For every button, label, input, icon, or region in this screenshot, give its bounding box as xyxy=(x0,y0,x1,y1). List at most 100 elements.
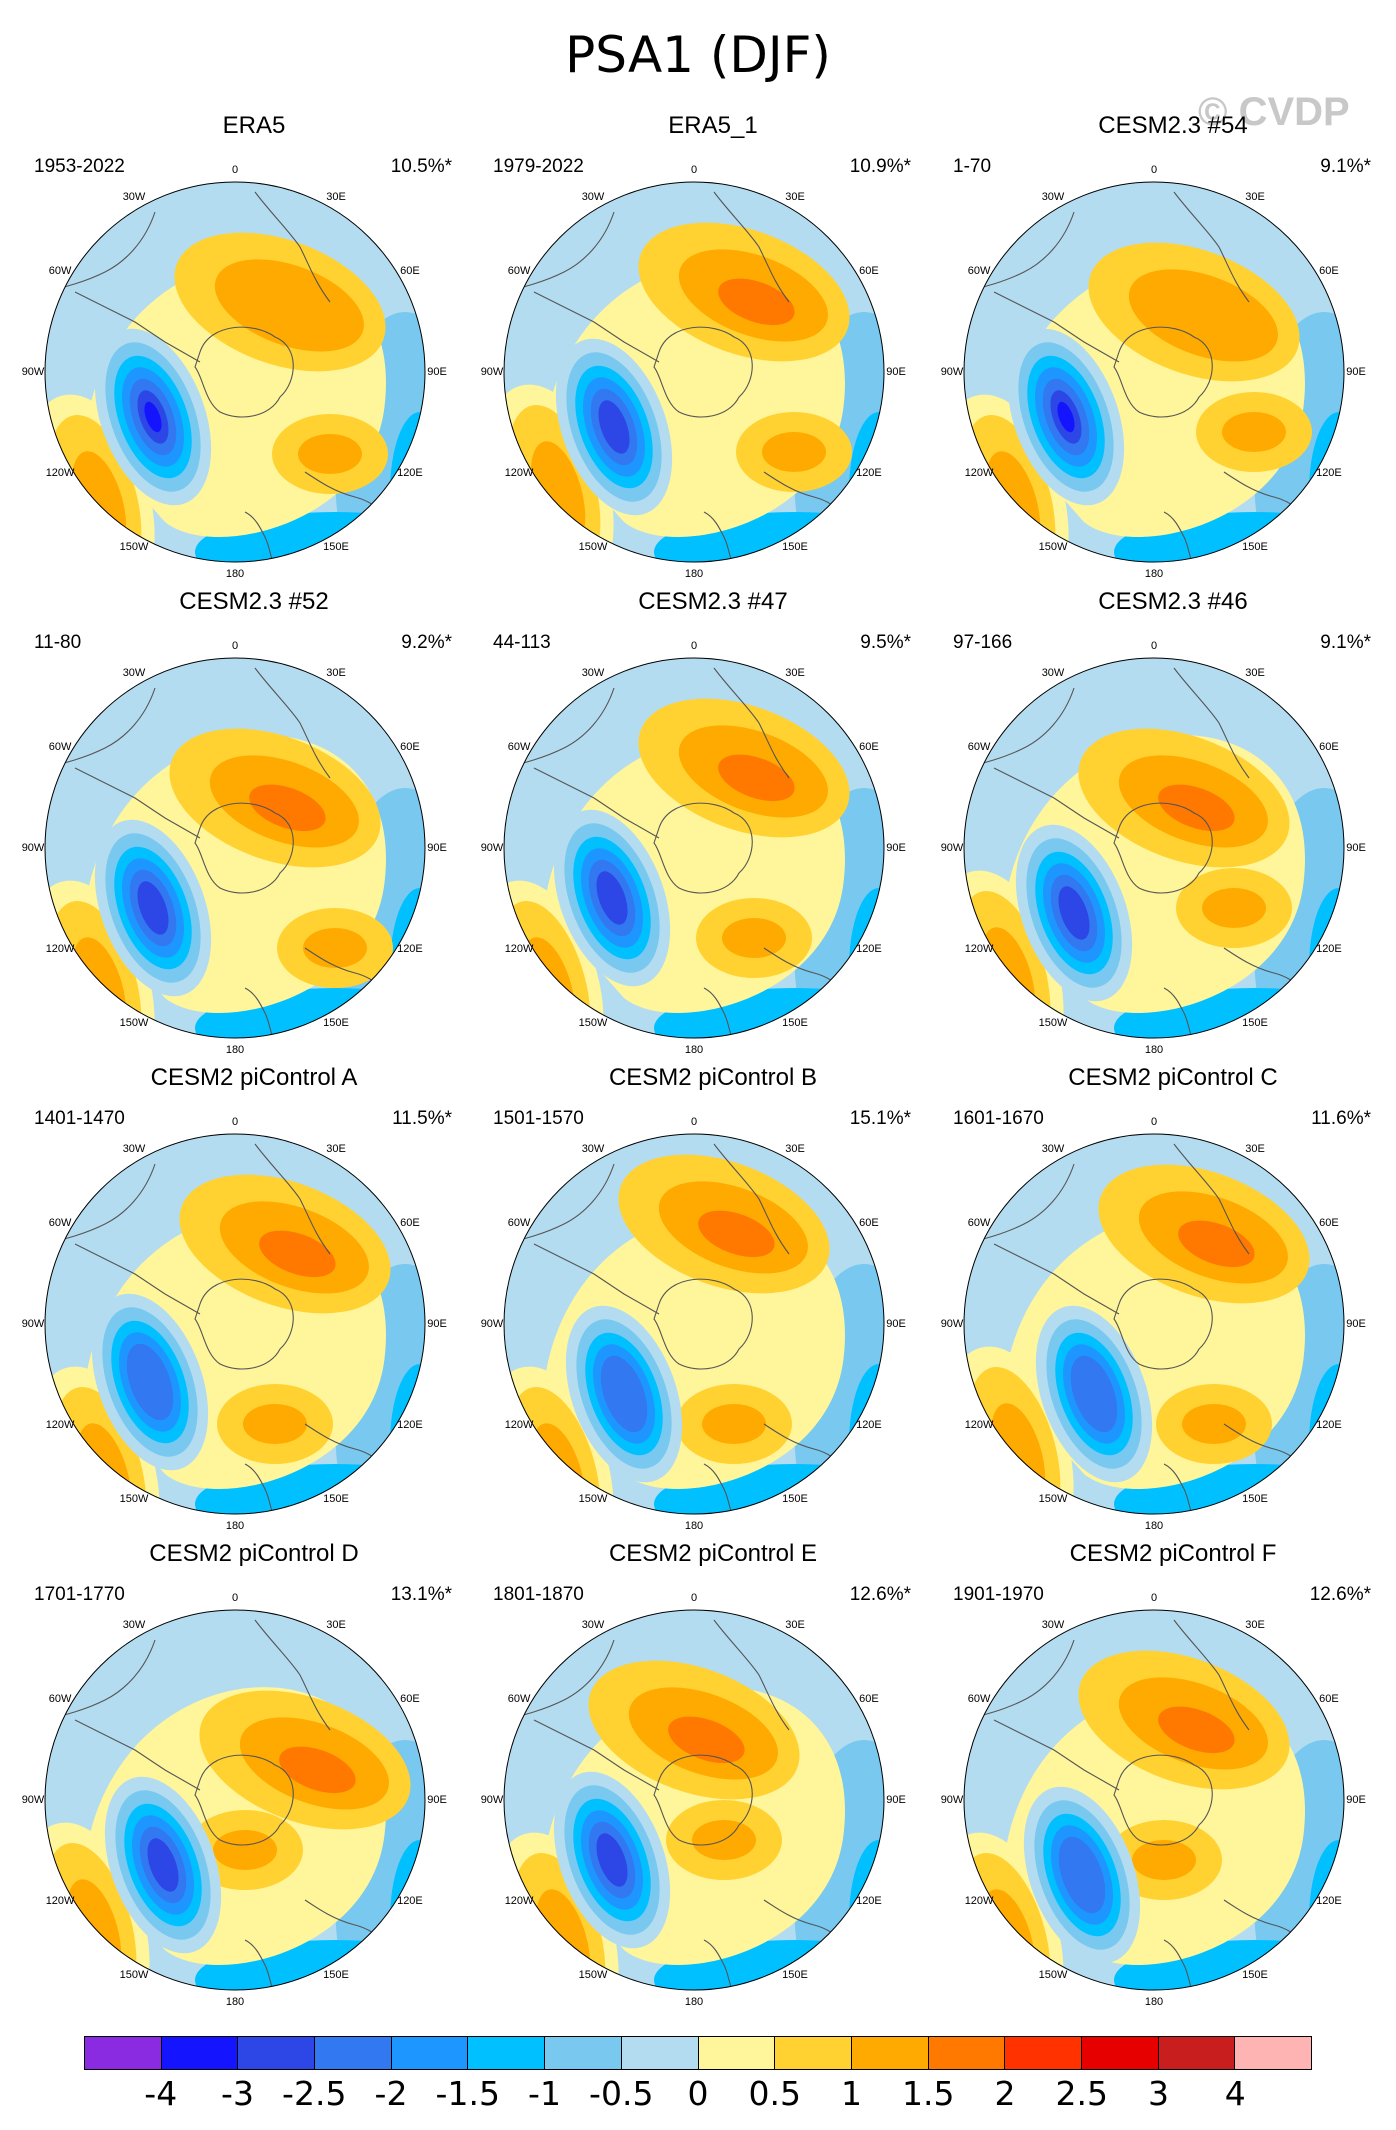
polar-map xyxy=(503,1133,885,1515)
longitude-label: 60E xyxy=(400,1693,420,1705)
longitude-label: 180 xyxy=(1144,1044,1164,1056)
panel-variance-percent: 13.1%* xyxy=(390,1584,452,1605)
panel-years: 97-166 xyxy=(953,632,1013,653)
longitude-label: 150E xyxy=(323,1016,349,1029)
colorbar-tick-label: -1.5 xyxy=(435,2074,500,2113)
colorbar-swatch xyxy=(468,2037,546,2069)
longitude-label: 60W xyxy=(48,265,72,277)
longitude-label: 60E xyxy=(400,265,420,277)
longitude-label: 180 xyxy=(1144,1996,1164,2008)
longitude-label: 60E xyxy=(400,1217,420,1229)
longitude-label: 60E xyxy=(859,741,879,753)
longitude-label: 0 xyxy=(231,1116,239,1128)
colorbar-tick-label: 0.5 xyxy=(748,2074,801,2113)
longitude-label: 120E xyxy=(397,1895,423,1907)
longitude-label: 60E xyxy=(859,265,879,277)
colorbar-swatch xyxy=(315,2037,392,2069)
panel-title: CESM2.3 #46 xyxy=(1098,588,1248,615)
panel-title: CESM2 piControl D xyxy=(149,1540,359,1567)
map-panel: ERA5_1 1979-2022 10.9%* 0 30E 60E 90E 120E 150E 1… xyxy=(480,112,943,592)
longitude-label: 180 xyxy=(684,1520,704,1532)
longitude-label: 60W xyxy=(967,1693,991,1705)
longitude-label: 120E xyxy=(397,467,423,479)
longitude-label: 120W xyxy=(45,1895,75,1907)
longitude-label: 60W xyxy=(507,1693,531,1705)
longitude-label: 0 xyxy=(690,1592,698,1604)
longitude-label: 120W xyxy=(45,467,75,479)
cvdp-watermark: © CVDP xyxy=(1198,90,1350,134)
polar-map xyxy=(963,1133,1345,1515)
longitude-label: 120W xyxy=(504,1895,534,1907)
longitude-label: 150E xyxy=(782,540,808,553)
longitude-label: 180 xyxy=(1144,568,1164,580)
colorbar-tick-label: 0 xyxy=(687,2074,709,2113)
panel-years: 44-113 xyxy=(493,632,551,653)
longitude-label: 90W xyxy=(940,366,964,378)
longitude-label: 150E xyxy=(1242,1492,1268,1505)
longitude-label: 180 xyxy=(225,1044,245,1056)
longitude-label: 150W xyxy=(578,540,608,553)
panel-years: 1601-1670 xyxy=(953,1108,1044,1129)
longitude-label: 30E xyxy=(326,1619,346,1632)
colorbar-tick-label: 2 xyxy=(994,2074,1016,2113)
panel-years: 1901-1970 xyxy=(953,1584,1044,1605)
longitude-label: 60E xyxy=(1319,741,1339,753)
longitude-label: 90E xyxy=(427,366,447,378)
colorbar-swatch xyxy=(1005,2037,1082,2069)
panel-variance-percent: 9.1%* xyxy=(1320,632,1371,653)
panel-years: 1953-2022 xyxy=(34,156,125,177)
longitude-label: 30W xyxy=(1041,1619,1065,1632)
polar-map xyxy=(44,657,426,1039)
map-panel: CESM2.3 #47 44-113 9.5%* 0 30E 60E 90E 120E 150E… xyxy=(480,588,943,1068)
longitude-label: 30E xyxy=(785,1619,805,1632)
longitude-label: 60W xyxy=(48,1217,72,1229)
colorbar-tick-label: 2.5 xyxy=(1055,2074,1108,2113)
longitude-label: 150E xyxy=(1242,1968,1268,1981)
polar-map xyxy=(963,181,1345,563)
polar-map xyxy=(44,181,426,563)
map-panel: CESM2 piControl E 1801-1870 12.6%* 0 30E 60E 9… xyxy=(481,1540,943,2020)
map-panel: CESM2.3 #46 97-166 9.1%* 0 30E 60E 90E 120E 150E… xyxy=(941,588,1396,1068)
longitude-label: 90W xyxy=(480,366,504,378)
panel-variance-percent: 11.5%* xyxy=(392,1108,452,1129)
map-panel: CESM2 piControl C 1601-1670 11.6%* 0 30E 60E 9… xyxy=(941,1064,1396,1544)
longitude-label: 30E xyxy=(785,191,805,204)
panel-years: 1401-1470 xyxy=(34,1108,125,1129)
longitude-label: 120W xyxy=(504,467,534,479)
colorbar-tick-label: -4 xyxy=(144,2074,178,2113)
longitude-label: 30W xyxy=(1041,1143,1065,1156)
colorbar-tick-label: -0.5 xyxy=(589,2074,654,2113)
longitude-label: 120E xyxy=(1316,1419,1342,1431)
panel-title: CESM2.3 #52 xyxy=(179,588,329,615)
longitude-label: 0 xyxy=(1150,1116,1158,1128)
map-panel: CESM2 piControl F 1901-1970 12.6%* 0 30E 60E 9… xyxy=(941,1540,1396,2020)
panel-title: ERA5 xyxy=(222,112,286,139)
map-panel: CESM2 piControl D 1701-1770 13.1%* 0 30E 60E 9… xyxy=(21,1540,484,2020)
polar-map xyxy=(963,657,1345,1039)
longitude-label: 150E xyxy=(782,1968,808,1981)
colorbar xyxy=(84,2036,1312,2070)
colorbar-tick-label: 1.5 xyxy=(902,2074,955,2113)
longitude-label: 60E xyxy=(859,1217,879,1229)
longitude-label: 150W xyxy=(578,1492,608,1505)
panel-variance-percent: 12.6%* xyxy=(1309,1584,1371,1605)
figure-title: PSA1 (DJF) xyxy=(565,26,831,84)
colorbar-tick-label: 1 xyxy=(841,2074,862,2113)
panel-title: CESM2 piControl C xyxy=(1068,1064,1278,1091)
longitude-label: 120E xyxy=(1316,1895,1342,1907)
longitude-label: 30W xyxy=(122,1143,146,1156)
longitude-label: 120E xyxy=(1316,943,1342,955)
longitude-label: 90W xyxy=(21,1794,45,1806)
longitude-label: 0 xyxy=(1150,164,1158,176)
longitude-label: 120W xyxy=(45,943,75,955)
panel-years: 1501-1570 xyxy=(493,1108,584,1129)
longitude-label: 30E xyxy=(1245,1619,1265,1632)
longitude-label: 150E xyxy=(323,540,349,553)
longitude-label: 180 xyxy=(684,1044,704,1056)
panel-title: CESM2.3 #47 xyxy=(638,588,788,615)
longitude-label: 90W xyxy=(480,842,504,854)
longitude-label: 90E xyxy=(427,1794,447,1806)
longitude-label: 150E xyxy=(323,1492,349,1505)
panel-years: 1801-1870 xyxy=(493,1584,584,1605)
longitude-label: 120E xyxy=(856,1419,882,1431)
